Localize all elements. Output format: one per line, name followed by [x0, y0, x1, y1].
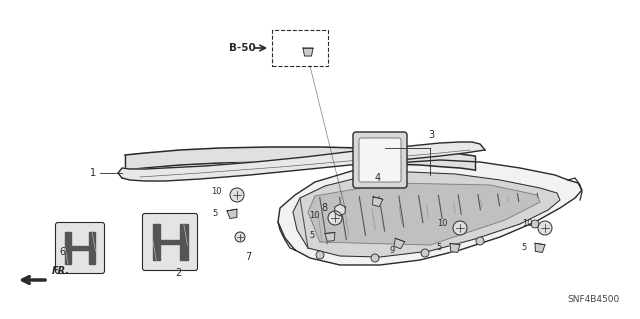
Text: 8: 8	[322, 203, 328, 213]
Polygon shape	[325, 233, 335, 241]
Text: B-50: B-50	[229, 43, 256, 53]
Polygon shape	[303, 48, 313, 56]
Polygon shape	[118, 142, 485, 181]
Bar	[272, 30, 328, 66]
Text: 3: 3	[428, 130, 434, 140]
Bar	[152, 224, 160, 260]
Circle shape	[230, 188, 244, 202]
Circle shape	[538, 221, 552, 235]
FancyBboxPatch shape	[359, 138, 401, 182]
Polygon shape	[125, 147, 475, 170]
Bar	[180, 224, 188, 260]
Text: 10: 10	[211, 188, 222, 197]
Polygon shape	[535, 243, 545, 252]
FancyBboxPatch shape	[56, 222, 104, 273]
Polygon shape	[278, 160, 582, 265]
Circle shape	[371, 254, 379, 262]
Bar	[160, 240, 180, 244]
Polygon shape	[394, 238, 404, 249]
Bar	[65, 232, 71, 264]
Text: 10: 10	[310, 211, 320, 219]
FancyBboxPatch shape	[353, 132, 407, 188]
Text: 9: 9	[389, 246, 395, 255]
Text: 1: 1	[90, 168, 96, 178]
Text: 5: 5	[522, 243, 527, 253]
Circle shape	[453, 221, 467, 235]
Text: 7: 7	[245, 252, 251, 262]
Text: 5: 5	[212, 209, 218, 218]
Circle shape	[531, 220, 539, 228]
Circle shape	[316, 251, 324, 259]
Polygon shape	[335, 204, 345, 216]
Text: 5: 5	[436, 243, 442, 253]
Circle shape	[235, 232, 245, 242]
Polygon shape	[450, 244, 460, 252]
Text: 10: 10	[438, 219, 448, 228]
Bar	[89, 232, 95, 264]
Circle shape	[328, 211, 342, 225]
FancyBboxPatch shape	[143, 213, 198, 271]
Circle shape	[421, 249, 429, 257]
Bar	[71, 246, 89, 250]
Circle shape	[476, 237, 484, 245]
Text: 10: 10	[522, 219, 533, 228]
Text: SNF4B4500: SNF4B4500	[568, 295, 620, 304]
Text: 2: 2	[175, 268, 181, 278]
Polygon shape	[293, 172, 560, 257]
Polygon shape	[372, 197, 383, 207]
Text: 6: 6	[59, 247, 65, 257]
Text: 4: 4	[375, 173, 381, 183]
Text: 5: 5	[310, 232, 315, 241]
Polygon shape	[308, 183, 540, 245]
Text: FR.: FR.	[52, 266, 70, 276]
Polygon shape	[227, 209, 237, 219]
